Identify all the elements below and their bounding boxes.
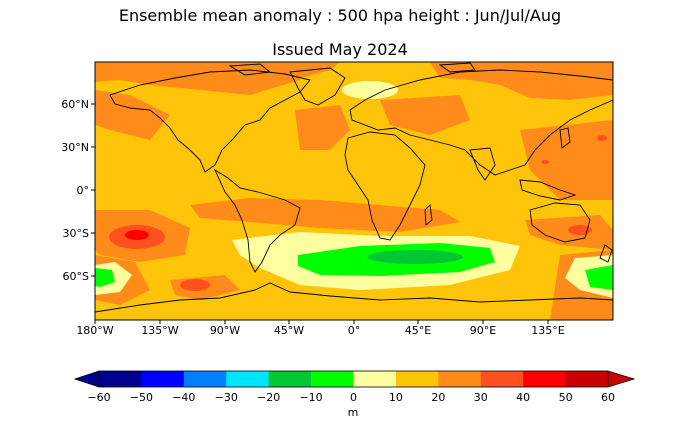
lon-tick-label: 45°E — [405, 324, 431, 337]
colorbar-tick-label: 20 — [431, 391, 445, 404]
colorbar-tick-label: −30 — [215, 391, 238, 404]
lat-tick-label: 60°S — [63, 270, 89, 283]
lon-tick-label: 90°W — [210, 324, 240, 337]
colorbar-tick-label: 0 — [350, 391, 357, 404]
colorbar-tick-label: −60 — [87, 391, 110, 404]
colorbar-swatch — [99, 371, 142, 387]
colorbar-swatch — [268, 371, 312, 387]
anomaly-minus20-minus10-region — [367, 250, 463, 264]
colorbar-swatch — [226, 371, 269, 387]
colorbar-under-arrow — [73, 370, 100, 388]
lon-tick-label: 90°E — [470, 324, 496, 337]
lat-tick-label: 60°N — [61, 98, 89, 111]
lat-tick-label: 0° — [77, 184, 90, 197]
colorbar-over-arrow — [607, 370, 636, 388]
colorbar-tick-label: −10 — [299, 391, 322, 404]
colorbar-frame — [98, 370, 609, 388]
colorbar-unit: m — [348, 406, 359, 419]
colorbar-swatch — [311, 371, 354, 387]
lat-tick-label: 30°N — [61, 141, 89, 154]
colorbar-tick-label: −40 — [172, 391, 195, 404]
lon-tick-label: 135°W — [141, 324, 178, 337]
colorbar-tick-label: 50 — [559, 391, 573, 404]
colorbar-swatch — [438, 371, 482, 387]
colorbar-swatch — [395, 371, 439, 387]
lon-tick-label: 45°W — [274, 324, 304, 337]
colorbar-tick-label: 10 — [389, 391, 403, 404]
colorbar-swatch — [480, 371, 524, 387]
colorbar: −60 −50 −40 −30 −20 −10 0 10 20 30 40 50 60 — [73, 370, 636, 404]
colorbar-tick-label: −50 — [130, 391, 153, 404]
colorbar-swatch — [141, 371, 185, 387]
anomaly-40-50-region — [125, 230, 149, 240]
lon-tick-label: 135°E — [531, 324, 564, 337]
colorbar-swatch — [523, 371, 566, 387]
lat-tick-label: 30°S — [63, 227, 89, 240]
chart-subtitle: Issued May 2024 — [272, 40, 408, 59]
colorbar-tick-label: 40 — [516, 391, 530, 404]
colorbar-tick-label: 30 — [474, 391, 488, 404]
colorbar-swatch — [565, 371, 609, 387]
colorbar-tick-label: −20 — [257, 391, 280, 404]
lon-tick-label: 180°W — [76, 324, 113, 337]
map-panel — [95, 62, 613, 320]
coastlines — [95, 62, 613, 313]
colorbar-swatch — [183, 371, 227, 387]
colorbar-swatch — [353, 371, 397, 387]
chart-title: Ensemble mean anomaly : 500 hpa height :… — [118, 6, 562, 25]
longitude-ticks: 180°W 135°W 90°W 45°W 0° 45°E 90°E 135°E — [76, 320, 565, 337]
colorbar-tick-label: 60 — [601, 391, 615, 404]
lon-tick-label: 0° — [348, 324, 361, 337]
latitude-ticks: 60°N 30°N 0° 30°S 60°S — [61, 98, 95, 283]
